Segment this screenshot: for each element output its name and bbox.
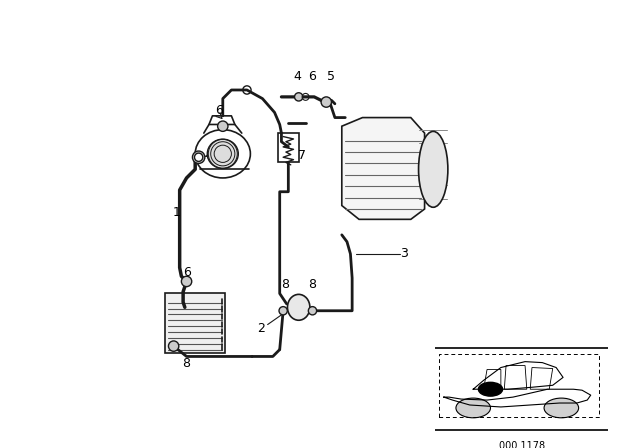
Text: 5: 5 — [328, 70, 335, 83]
Circle shape — [321, 97, 332, 107]
Text: 8: 8 — [205, 149, 213, 162]
Text: 7: 7 — [298, 149, 306, 162]
Text: 6: 6 — [216, 104, 223, 117]
Text: 8: 8 — [281, 278, 289, 291]
Ellipse shape — [419, 131, 448, 207]
Bar — [278, 133, 299, 163]
Text: 8: 8 — [308, 278, 316, 291]
Circle shape — [279, 306, 287, 315]
Circle shape — [195, 153, 203, 161]
Circle shape — [456, 398, 490, 418]
Text: 3: 3 — [400, 247, 408, 260]
Circle shape — [168, 341, 179, 351]
Text: 000 1178: 000 1178 — [499, 441, 545, 448]
Text: 6: 6 — [308, 70, 316, 83]
Circle shape — [218, 121, 228, 131]
Text: 2: 2 — [257, 322, 265, 335]
Text: 6: 6 — [182, 266, 191, 279]
Circle shape — [294, 93, 303, 101]
Polygon shape — [342, 117, 424, 220]
Circle shape — [479, 382, 502, 396]
Ellipse shape — [207, 139, 238, 168]
Circle shape — [544, 398, 579, 418]
Text: 4: 4 — [293, 70, 301, 83]
Text: 1: 1 — [172, 206, 180, 219]
Ellipse shape — [287, 294, 310, 320]
Circle shape — [308, 306, 317, 315]
Bar — [165, 293, 225, 353]
Text: 8: 8 — [182, 357, 189, 370]
Circle shape — [193, 151, 205, 164]
Circle shape — [181, 276, 192, 287]
